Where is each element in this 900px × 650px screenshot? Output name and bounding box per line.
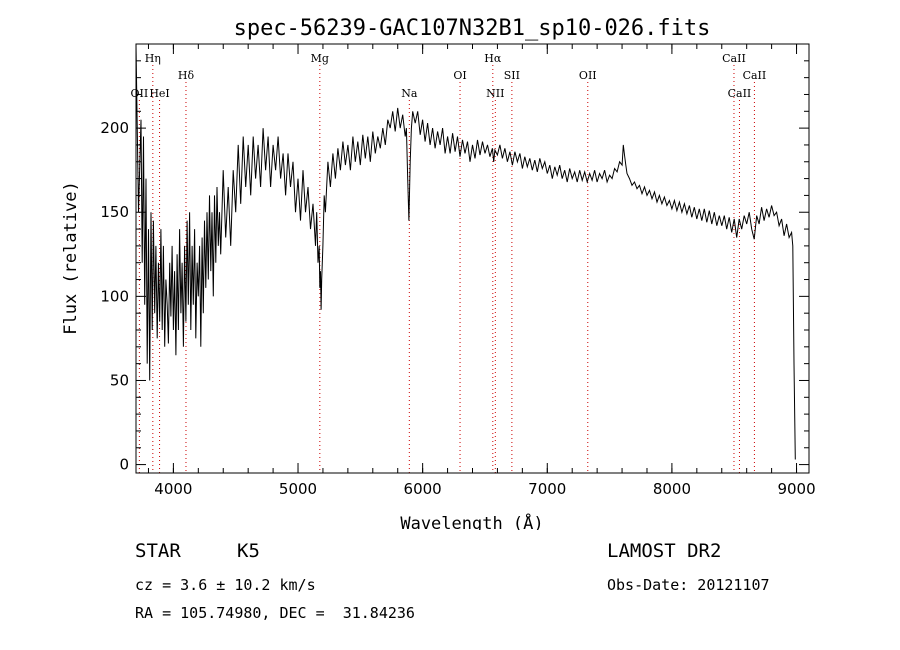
x-tick-label: 7000 xyxy=(528,480,566,498)
x-axis: 4000 5000 6000 7000 8000 9000 xyxy=(147,44,816,498)
y-tick-label: 200 xyxy=(100,119,129,137)
marker-label: OII xyxy=(131,87,149,100)
marker-label: CaII xyxy=(722,52,746,65)
x-axis-label: Wavelength (Å) xyxy=(400,512,543,530)
object-class: STAR xyxy=(135,540,181,562)
survey-name: LAMOST DR2 xyxy=(607,540,722,562)
spectrum-series xyxy=(135,43,796,460)
marker-label: OI xyxy=(453,69,466,82)
marker-label: OII xyxy=(579,69,597,82)
marker-label: Mg xyxy=(311,52,329,65)
x-tick-label: 6000 xyxy=(404,480,442,498)
marker-label: Na xyxy=(401,87,418,100)
marker-label: CaII xyxy=(743,69,767,82)
y-axis: 0 50 100 150 200 xyxy=(100,60,809,474)
y-axis-label: Flux (relative) xyxy=(61,181,81,335)
y-tick-label: 50 xyxy=(110,371,129,389)
chart-title: spec-56239-GAC107N32B1_sp10-026.fits xyxy=(234,16,711,41)
redshift-text: cz = 3.6 ± 10.2 km/s xyxy=(135,576,316,594)
plot-frame xyxy=(135,43,810,474)
marker-label: SII xyxy=(504,69,520,82)
y-tick-label: 150 xyxy=(100,203,129,221)
object-subclass: K5 xyxy=(237,540,260,562)
x-tick-label: 5000 xyxy=(279,480,317,498)
x-tick-label: 4000 xyxy=(154,480,192,498)
coordinates: RA = 105.74980, DEC = 31.84236 xyxy=(135,604,415,622)
marker-label: Hδ xyxy=(178,69,195,82)
x-tick-label: 8000 xyxy=(653,480,691,498)
y-tick-label: 100 xyxy=(100,287,129,305)
marker-label: CaII xyxy=(728,87,752,100)
marker-label: NII xyxy=(486,87,504,100)
y-tick-label: 0 xyxy=(119,456,129,474)
obs-date: Obs-Date: 20121107 xyxy=(607,576,770,594)
x-tick-label: 9000 xyxy=(777,480,815,498)
marker-label: HeI xyxy=(149,87,169,100)
spectrum-chart: spec-56239-GAC107N32B1_sp10-026.fits OII… xyxy=(61,16,816,530)
marker-label: Hα xyxy=(484,52,502,65)
spectrum-line xyxy=(135,43,796,460)
marker-label: Hη xyxy=(145,52,161,65)
